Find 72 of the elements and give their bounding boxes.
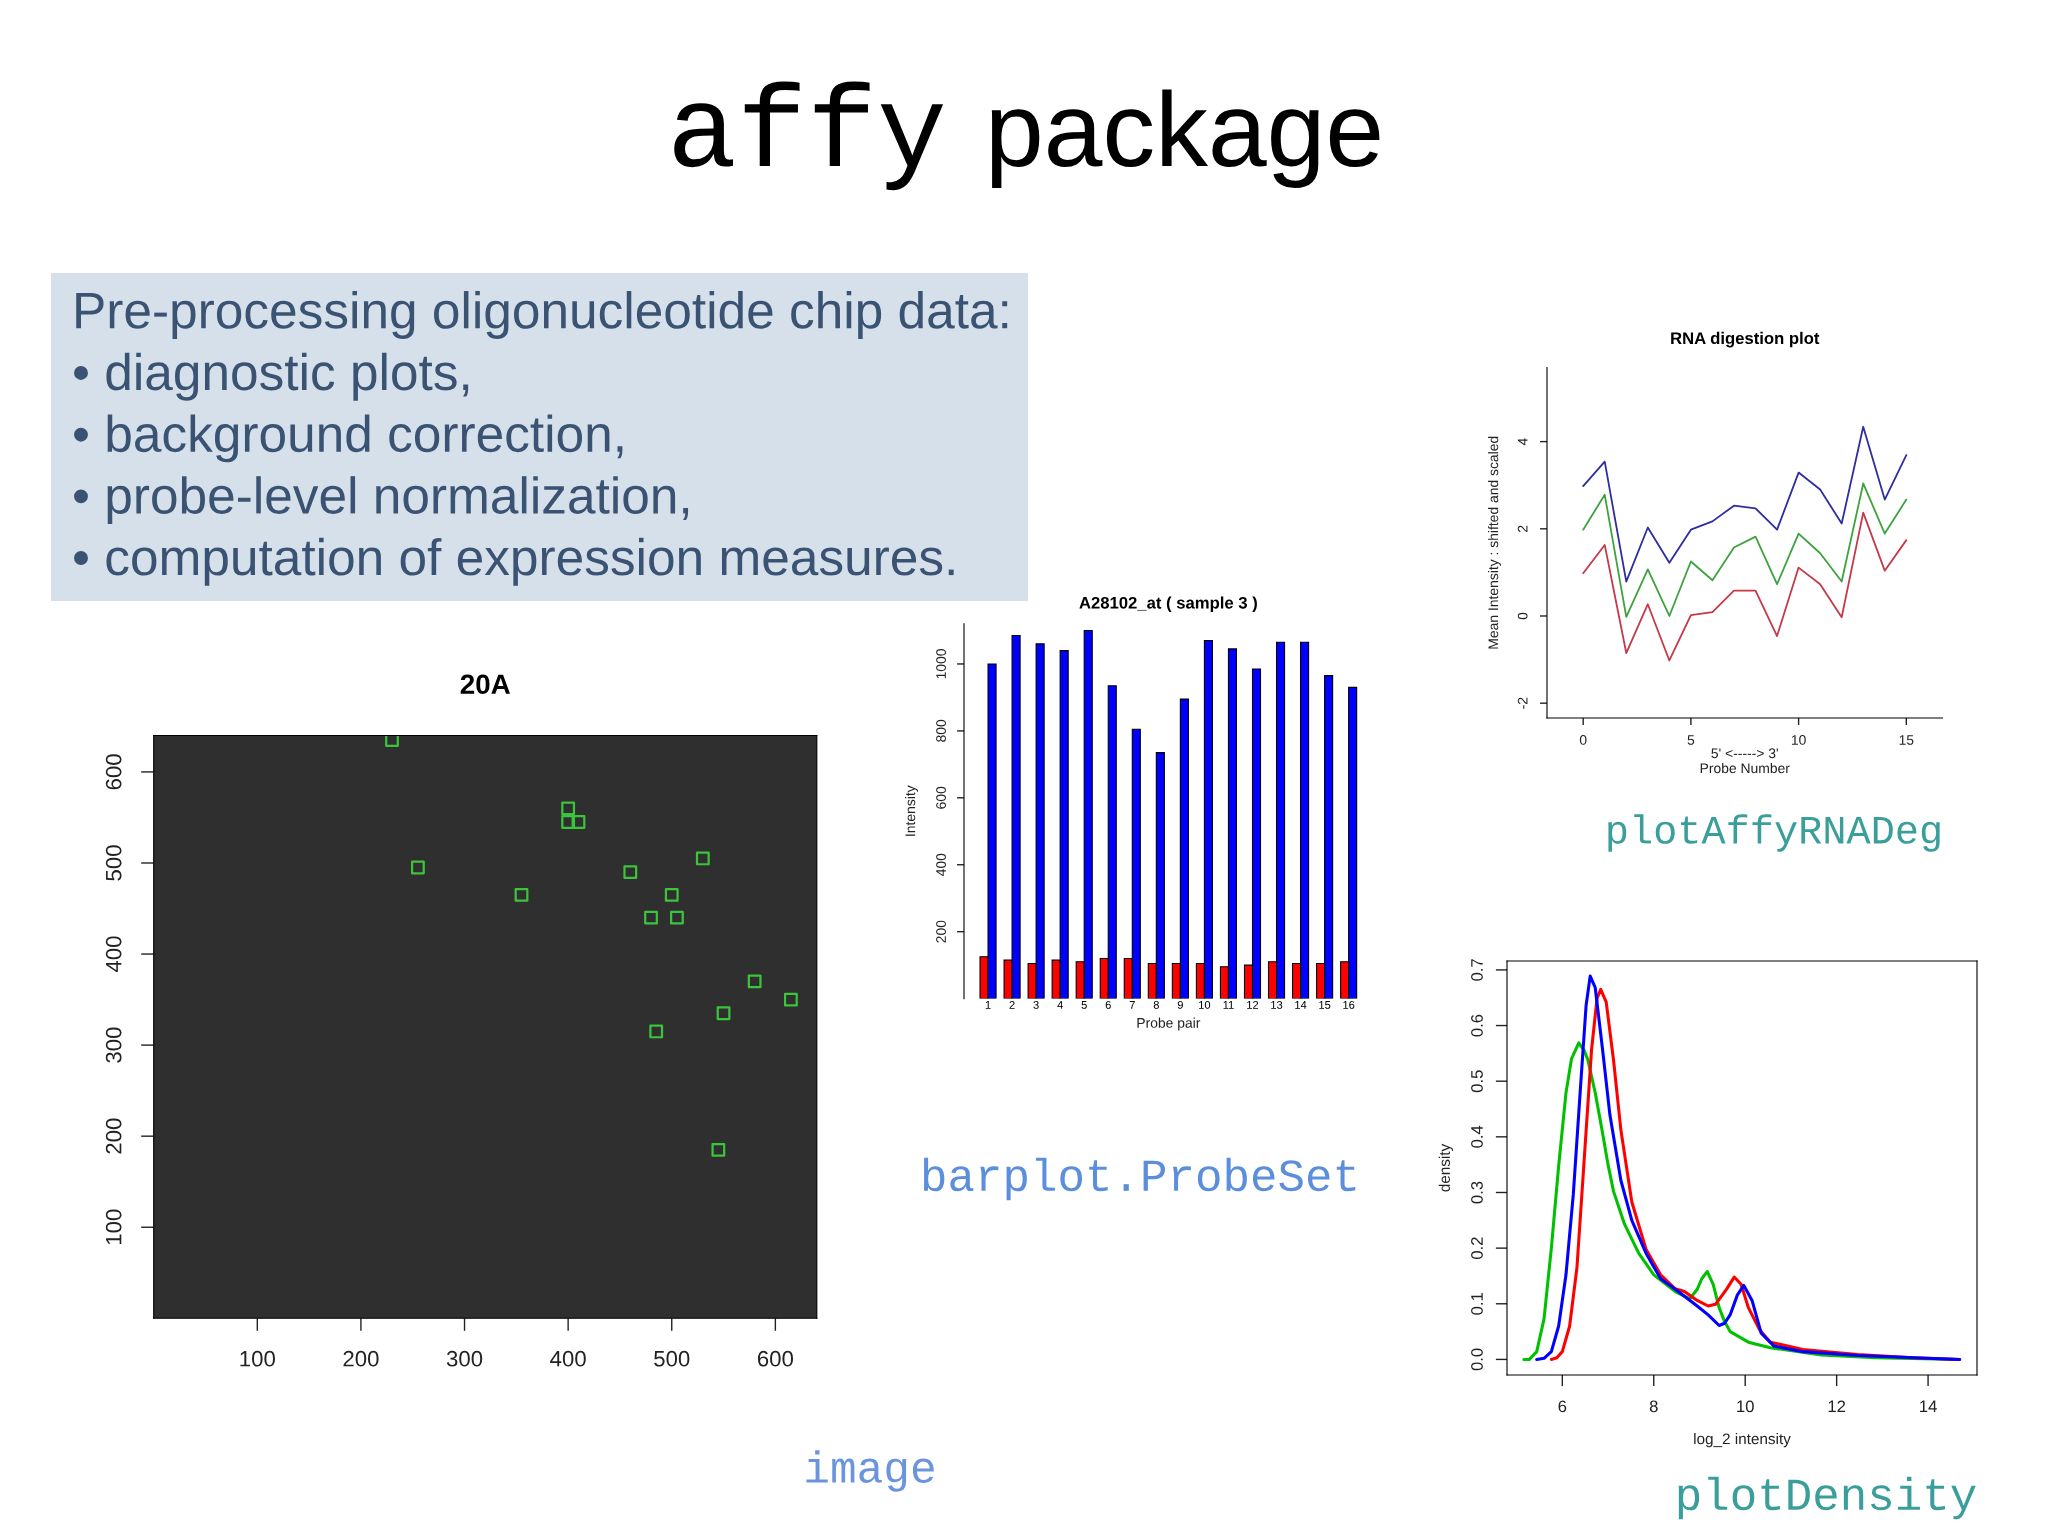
x-tick-label: 500 <box>654 1350 690 1367</box>
x-tick-label: 1 <box>985 1001 991 1009</box>
x-tick-label: 3 <box>1033 1000 1039 1009</box>
x-axis-title: Probe pair <box>1137 1017 1201 1031</box>
x-tick-label: 200 <box>343 1350 379 1367</box>
y-tick-label: 400 <box>105 936 122 973</box>
y-tick-label: 0.1 <box>1471 1293 1483 1315</box>
y-tick-label: -2 <box>1517 697 1528 709</box>
x-tick-label: 15 <box>1899 735 1914 745</box>
text: Pre-processing oligonucleotide chip data: <box>76 291 1008 339</box>
x-tick-label: 5 <box>1687 735 1695 745</box>
x-tick-label: 14 <box>1920 1400 1937 1413</box>
y-axis-title: density <box>1438 1143 1453 1192</box>
x-tick-label: 5 <box>1081 1001 1087 1009</box>
x-tick-label: 400 <box>550 1350 586 1367</box>
x-tick-label: 7 <box>1129 1001 1135 1009</box>
text: image <box>806 1450 934 1492</box>
y-tick-label: 200 <box>105 1118 122 1154</box>
text: affy package <box>674 81 1380 191</box>
y-tick-label: 4 <box>1517 438 1528 446</box>
y-tick-label: 0.7 <box>1471 959 1483 981</box>
x-tick-label: 13 <box>1271 1000 1283 1009</box>
y-tick-label: 0.4 <box>1471 1125 1483 1148</box>
y-tick-label: 500 <box>105 845 122 881</box>
text: • computation of expression measures. <box>74 537 954 586</box>
y-tick-label: 800 <box>936 719 946 742</box>
text: • diagnostic plots, <box>74 352 469 401</box>
chart-title: A28102_at ( sample 3 ) <box>1079 596 1257 612</box>
x-axis-title: 5' <-----> 3' Probe Number <box>1700 748 1790 774</box>
x-tick-label: 8 <box>1153 1000 1159 1009</box>
x-tick-label: 100 <box>240 1350 275 1367</box>
y-tick-label: 0.5 <box>1471 1070 1483 1093</box>
text: • background correction, <box>74 414 623 463</box>
x-tick-label: 16 <box>1343 1000 1355 1009</box>
x-tick-label: 14 <box>1295 1001 1307 1009</box>
y-tick-label: 0.3 <box>1471 1181 1483 1204</box>
x-tick-label: 300 <box>446 1350 483 1367</box>
text: • probe-level normalization, <box>74 476 689 525</box>
x-tick-label: 0 <box>1579 735 1587 745</box>
y-tick-label: 0 <box>1517 612 1528 620</box>
y-tick-label: 600 <box>936 786 946 809</box>
x-tick-label: 12 <box>1828 1400 1846 1413</box>
x-tick-label: 2 <box>1009 1000 1015 1009</box>
x-tick-label: 6 <box>1105 1000 1111 1009</box>
y-axis-title: Intensity <box>905 785 918 836</box>
text: barplot.ProbeSet <box>923 1157 1356 1201</box>
x-tick-label: 8 <box>1649 1400 1658 1413</box>
x-tick-label: 10 <box>1199 1000 1211 1009</box>
x-tick-label: 12 <box>1247 1000 1259 1009</box>
y-tick-label: 400 <box>936 853 946 877</box>
y-tick-label: 0.6 <box>1471 1014 1483 1037</box>
y-tick-label: 0.0 <box>1471 1348 1483 1371</box>
x-tick-label: 10 <box>1737 1400 1754 1413</box>
x-tick-label: 600 <box>757 1350 794 1367</box>
x-tick-label: 15 <box>1319 1001 1331 1009</box>
text: plotAffyRNADeg <box>1608 814 1940 852</box>
text: plotDensity <box>1678 1476 1976 1520</box>
x-tick-label: 11 <box>1223 1001 1234 1009</box>
y-tick-label: 2 <box>1517 525 1528 532</box>
x-tick-label: 4 <box>1057 1001 1063 1009</box>
x-tick-label: 6 <box>1558 1400 1567 1413</box>
chart-title: RNA digestion plot <box>1671 331 1820 348</box>
x-tick-label: 10 <box>1791 735 1806 745</box>
y-tick-label: 1000 <box>936 649 946 679</box>
x-axis-title: log_2 intensity <box>1694 1433 1791 1448</box>
x-tick-label: 9 <box>1177 1000 1183 1009</box>
y-tick-label: 100 <box>105 1209 122 1245</box>
y-tick-label: 200 <box>936 920 946 943</box>
y-tick-label: 300 <box>105 1027 122 1063</box>
y-tick-label: 0.2 <box>1471 1237 1483 1260</box>
y-axis-title: Mean Intensity : shifted and scaled <box>1488 436 1501 649</box>
chart-title: 20A <box>460 674 510 695</box>
